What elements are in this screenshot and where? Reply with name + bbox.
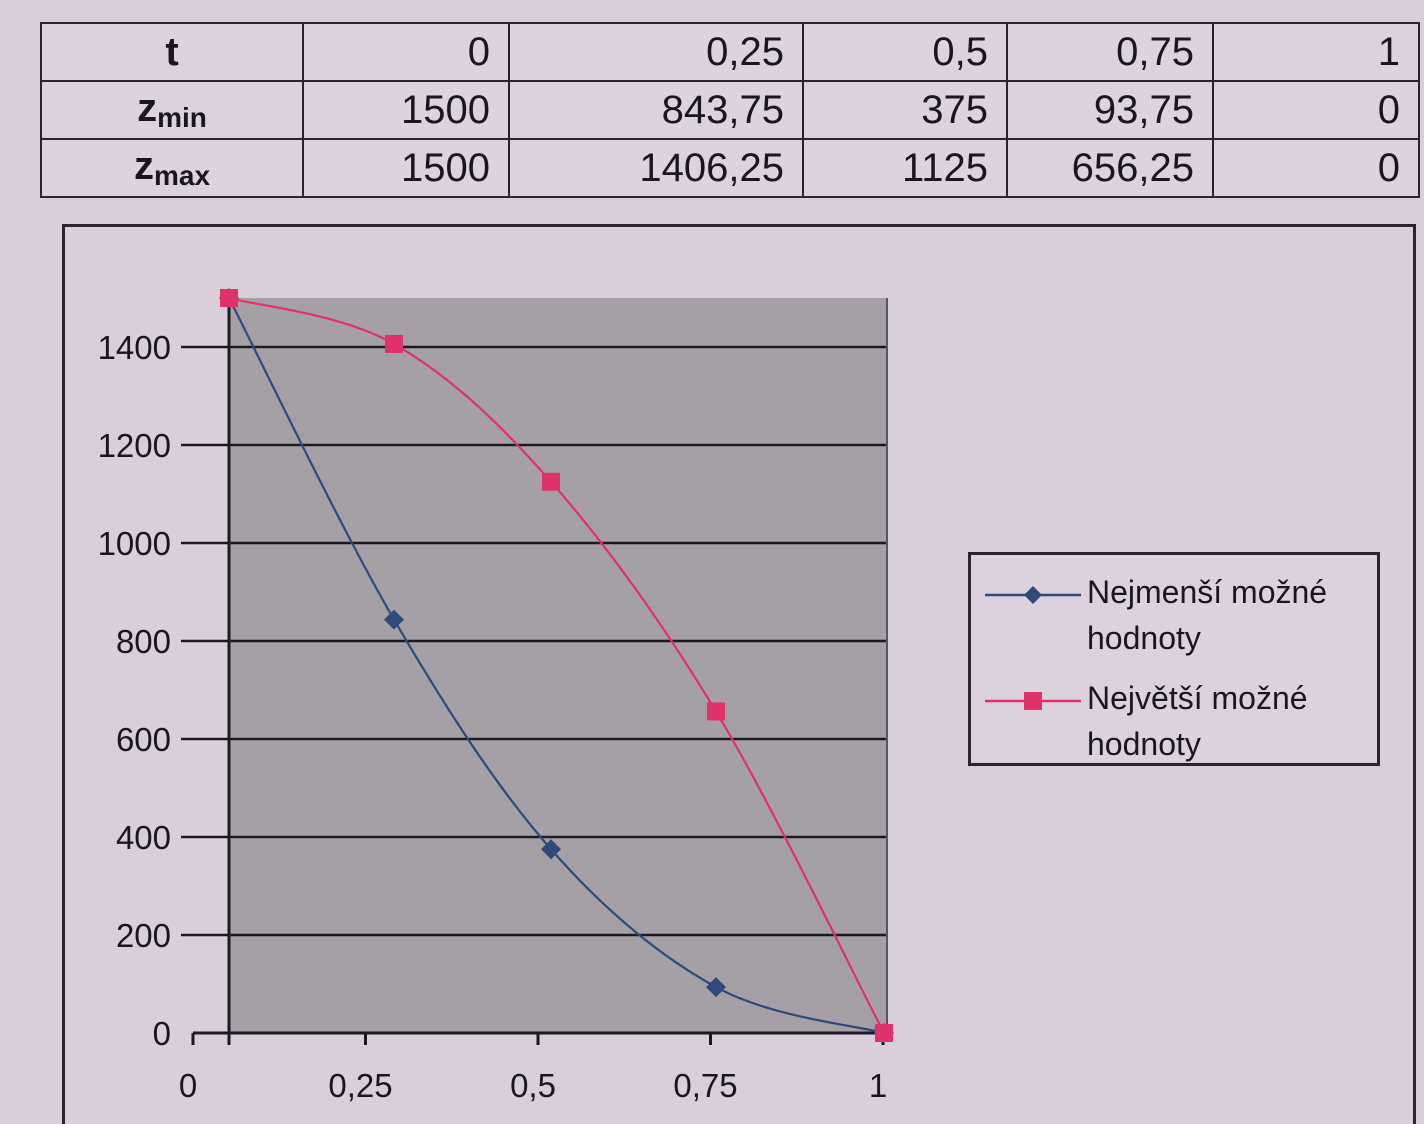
chart-frame — [62, 224, 1416, 1124]
legend-diamond-icon — [985, 586, 1081, 604]
row-header-zmin: zmin — [40, 80, 304, 140]
data-point-diamond — [541, 839, 561, 860]
y-tick-label: 800 — [116, 623, 171, 660]
table-cell: 0,25 — [508, 22, 804, 82]
data-point-square — [707, 702, 725, 721]
y-tick-label: 400 — [116, 819, 171, 856]
data-point-diamond — [706, 977, 726, 998]
zmin-sub: min — [157, 102, 207, 133]
table-cell: 375 — [802, 80, 1008, 140]
y-tick-label: 600 — [116, 721, 171, 758]
legend-label-max: Největší možné hodnoty — [1087, 680, 1308, 762]
table-row-t: t 0 0,25 0,5 0,75 1 — [40, 22, 1420, 82]
table-cell: 843,75 — [508, 80, 804, 140]
table-cell: 656,25 — [1006, 138, 1214, 198]
table-cell: 1 — [1212, 22, 1420, 82]
plot-background — [229, 298, 887, 1033]
data-point-square — [220, 289, 238, 307]
legend-square-icon — [985, 692, 1081, 710]
table-cell: 0 — [302, 22, 510, 82]
table-cell: 0 — [1212, 138, 1420, 198]
table-cell: 1406,25 — [508, 138, 804, 198]
y-tick-label: 1000 — [98, 525, 171, 562]
table-cell: 1500 — [302, 80, 510, 140]
y-tick-label: 1200 — [98, 427, 171, 464]
data-point-square — [542, 472, 560, 491]
axes: 0 200 400 600 800 1000 1200 1400 0 0,25 0,5 0,75 1 — [98, 298, 887, 1104]
zmax-sub: max — [153, 160, 211, 191]
chart-legend: Nejmenší možné hodnoty Největší možné ho… — [968, 552, 1380, 766]
table-cell: 0,75 — [1006, 22, 1214, 82]
x-tick-label: 0,25 — [328, 1067, 392, 1104]
data-table: t 0 0,25 0,5 0,75 1 zmin 1500 843,75 375… — [40, 22, 1420, 198]
table-cell: 93,75 — [1006, 80, 1214, 140]
x-tick-label: 0,75 — [673, 1067, 737, 1104]
table-cell: 1500 — [302, 138, 510, 198]
zmin-base: z — [137, 86, 158, 130]
table-row-zmin: zmin 1500 843,75 375 93,75 0 — [40, 80, 1420, 140]
x-tick-label: 0,5 — [510, 1067, 556, 1104]
table-cell: 1125 — [802, 138, 1008, 198]
data-point-square — [875, 1024, 893, 1042]
y-tick-label: 1400 — [98, 329, 171, 366]
data-point-diamond — [384, 609, 404, 630]
plot-area — [181, 298, 888, 1033]
data-point-square — [385, 334, 403, 353]
x-tick-label: 0 — [179, 1067, 197, 1104]
row-header-t: t — [40, 22, 304, 82]
legend-label-min: Nejmenší možné hodnoty — [1087, 574, 1328, 656]
table-row-zmax: zmax 1500 1406,25 1125 656,25 0 — [40, 138, 1420, 198]
row-header-zmax: zmax — [40, 138, 304, 198]
y-tick-label: 200 — [116, 917, 171, 954]
zmax-base: z — [133, 144, 154, 188]
table-cell: 0,5 — [802, 22, 1008, 82]
series-line-0 — [228, 297, 885, 1035]
table-cell: 0 — [1212, 80, 1420, 140]
x-tick-label: 1 — [869, 1067, 887, 1104]
series-layer — [219, 288, 894, 1043]
series-line-1 — [228, 296, 885, 1034]
y-tick-label: 0 — [153, 1015, 171, 1052]
